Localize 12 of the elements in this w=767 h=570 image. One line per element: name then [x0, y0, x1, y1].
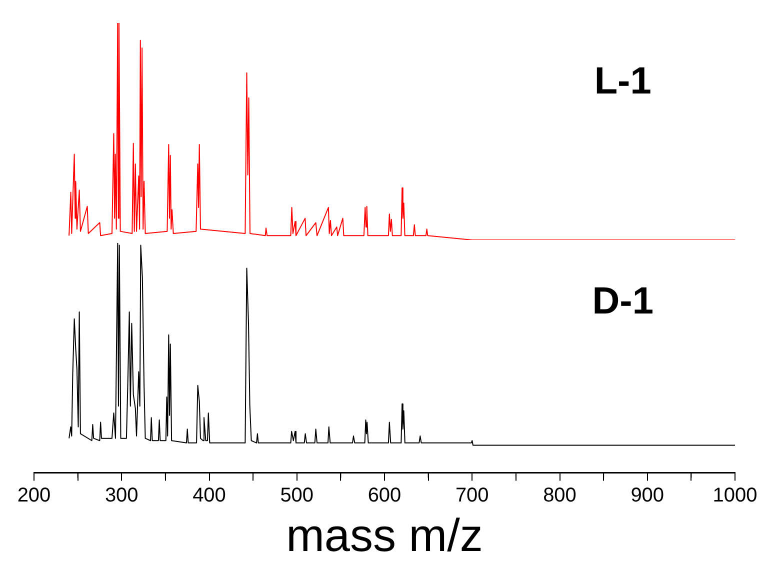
text: L-1: [594, 60, 652, 102]
x-tick-label: 700: [455, 484, 489, 506]
x-tick-label: 600: [368, 484, 402, 506]
x-tick-label: 300: [104, 484, 138, 506]
x-axis-title: mass m/z: [286, 509, 483, 562]
x-tick-label: 900: [630, 484, 664, 506]
x-tick-label: 800: [543, 484, 576, 506]
x-tick-label: 500: [280, 484, 314, 506]
x-tick-label: 1000: [712, 484, 758, 506]
x-tick-label: 400: [192, 484, 226, 506]
x-tick-label: 200: [17, 484, 51, 506]
text: D-1: [592, 280, 654, 322]
